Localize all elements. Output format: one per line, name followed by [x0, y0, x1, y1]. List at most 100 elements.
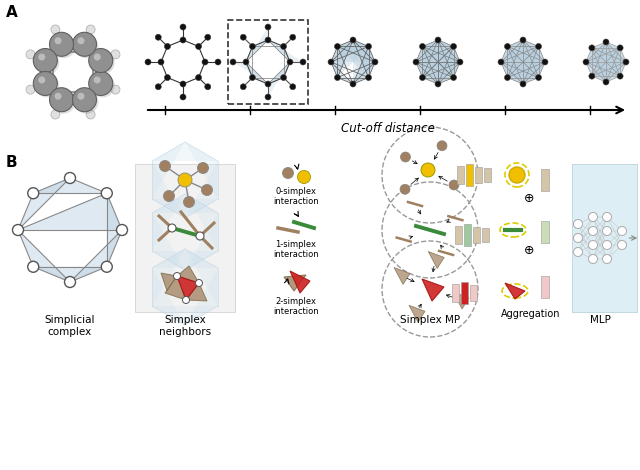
Polygon shape: [508, 47, 538, 84]
Circle shape: [421, 163, 435, 177]
Polygon shape: [152, 199, 218, 218]
Circle shape: [509, 167, 525, 183]
Polygon shape: [438, 40, 454, 84]
Circle shape: [350, 37, 356, 43]
Text: Aggregation: Aggregation: [501, 309, 561, 319]
Polygon shape: [422, 40, 454, 78]
Polygon shape: [394, 267, 410, 284]
Polygon shape: [508, 47, 545, 78]
Polygon shape: [586, 48, 620, 62]
Bar: [228, 20, 308, 104]
Circle shape: [49, 88, 74, 112]
Circle shape: [603, 79, 609, 85]
Polygon shape: [523, 40, 545, 78]
Circle shape: [603, 39, 609, 45]
Polygon shape: [353, 40, 369, 78]
Bar: [461, 282, 467, 304]
Polygon shape: [606, 48, 620, 82]
Polygon shape: [422, 47, 454, 78]
Polygon shape: [501, 62, 538, 78]
Circle shape: [180, 81, 186, 87]
Polygon shape: [369, 47, 375, 78]
Polygon shape: [592, 42, 606, 82]
Polygon shape: [185, 213, 218, 270]
Polygon shape: [508, 47, 538, 78]
Polygon shape: [592, 48, 620, 76]
Text: A: A: [6, 5, 18, 20]
Polygon shape: [508, 47, 523, 84]
Circle shape: [168, 224, 176, 232]
Circle shape: [282, 167, 294, 179]
Bar: [463, 224, 470, 246]
Polygon shape: [284, 275, 306, 291]
Polygon shape: [586, 48, 626, 62]
Circle shape: [54, 93, 61, 100]
Circle shape: [180, 37, 186, 43]
Circle shape: [164, 43, 170, 49]
Circle shape: [196, 75, 202, 80]
Circle shape: [589, 227, 598, 235]
Polygon shape: [592, 48, 620, 76]
Polygon shape: [501, 62, 545, 78]
Polygon shape: [290, 271, 310, 293]
Polygon shape: [438, 47, 460, 84]
Polygon shape: [416, 47, 422, 78]
Polygon shape: [508, 47, 538, 84]
Polygon shape: [185, 249, 218, 306]
Bar: [451, 284, 458, 302]
Polygon shape: [606, 62, 626, 82]
Polygon shape: [586, 48, 592, 76]
Circle shape: [184, 196, 195, 207]
Circle shape: [520, 81, 526, 87]
Polygon shape: [177, 266, 199, 283]
Text: Cut-off distance: Cut-off distance: [341, 122, 435, 135]
Polygon shape: [523, 47, 545, 84]
Circle shape: [182, 297, 189, 304]
Polygon shape: [422, 47, 438, 84]
Polygon shape: [416, 40, 438, 62]
Circle shape: [602, 227, 611, 235]
Polygon shape: [508, 47, 538, 78]
Polygon shape: [186, 283, 207, 301]
Circle shape: [290, 84, 296, 90]
Circle shape: [365, 43, 372, 49]
Bar: [474, 167, 481, 183]
Polygon shape: [586, 62, 626, 76]
Text: Simplex MP: Simplex MP: [400, 315, 460, 325]
Text: 2-simplex
interaction: 2-simplex interaction: [273, 297, 319, 316]
Circle shape: [205, 84, 211, 90]
Bar: [454, 226, 461, 244]
Circle shape: [89, 71, 113, 95]
Polygon shape: [152, 194, 185, 251]
Polygon shape: [586, 42, 606, 62]
Circle shape: [72, 32, 97, 56]
Circle shape: [205, 34, 211, 40]
Polygon shape: [606, 42, 626, 76]
Polygon shape: [331, 40, 369, 62]
Circle shape: [536, 43, 541, 49]
Circle shape: [602, 241, 611, 250]
Circle shape: [623, 59, 629, 65]
Polygon shape: [508, 47, 538, 78]
Polygon shape: [438, 40, 460, 78]
Circle shape: [180, 94, 186, 100]
Polygon shape: [152, 161, 185, 218]
Circle shape: [158, 59, 164, 65]
Polygon shape: [508, 62, 545, 78]
Circle shape: [86, 110, 95, 119]
Polygon shape: [586, 62, 626, 76]
Polygon shape: [416, 40, 454, 62]
Polygon shape: [606, 42, 620, 76]
Circle shape: [372, 59, 378, 65]
Circle shape: [51, 90, 76, 114]
Polygon shape: [416, 47, 438, 84]
Polygon shape: [501, 47, 523, 84]
Circle shape: [435, 37, 441, 43]
Polygon shape: [592, 42, 606, 76]
Circle shape: [93, 77, 100, 84]
Circle shape: [350, 81, 356, 87]
Polygon shape: [33, 178, 107, 193]
Circle shape: [504, 43, 511, 49]
Polygon shape: [185, 142, 218, 199]
Polygon shape: [501, 47, 545, 62]
